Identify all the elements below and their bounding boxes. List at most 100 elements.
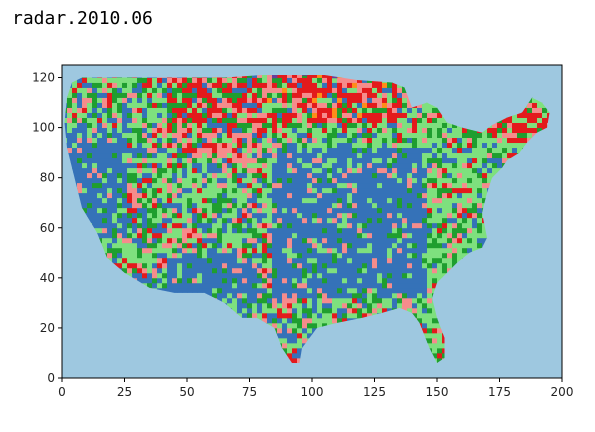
heatmap-cell (422, 257, 428, 264)
heatmap-cell (272, 282, 278, 289)
heatmap-cell (137, 272, 143, 279)
heatmap-cell (137, 102, 143, 108)
heatmap-cell (127, 207, 133, 214)
heatmap-cell (287, 282, 293, 289)
heatmap-cell (312, 292, 318, 299)
heatmap-cell (357, 302, 363, 309)
heatmap-cell (202, 137, 208, 144)
heatmap-cell (117, 137, 123, 144)
heatmap-cell (142, 207, 148, 214)
heatmap-cell (302, 297, 308, 304)
heatmap-cell (162, 282, 168, 289)
heatmap-cell (342, 242, 348, 249)
heatmap-cell (177, 122, 183, 128)
heatmap-cell (102, 237, 108, 244)
heatmap-cell (87, 82, 93, 88)
heatmap-cell (387, 307, 393, 314)
heatmap-cell (247, 107, 253, 113)
heatmap-cell (352, 232, 358, 239)
heatmap-cell (422, 227, 428, 234)
heatmap-cell (112, 247, 118, 254)
heatmap-cell (152, 187, 158, 194)
heatmap-cell (177, 237, 183, 244)
heatmap-cell (127, 102, 133, 108)
heatmap-cell (297, 317, 303, 324)
heatmap-cell (257, 112, 263, 118)
heatmap-cell (312, 282, 318, 289)
heatmap-cell (417, 272, 423, 279)
heatmap-cell (302, 177, 308, 184)
heatmap-cell (257, 227, 263, 234)
heatmap-cell (157, 137, 163, 144)
heatmap-cell (177, 257, 183, 264)
heatmap-cell (392, 132, 398, 139)
heatmap-cell (147, 167, 153, 174)
heatmap-cell (397, 217, 403, 224)
heatmap-cell (417, 212, 423, 219)
heatmap-cell (292, 262, 298, 269)
heatmap-cell (367, 227, 373, 234)
heatmap-cell (217, 212, 223, 219)
heatmap-cell (312, 172, 318, 179)
heatmap-cell (332, 142, 338, 149)
heatmap-cell (312, 152, 318, 159)
heatmap-cell (197, 147, 203, 154)
heatmap-cell (247, 172, 253, 179)
heatmap-cell (322, 312, 328, 319)
heatmap-cell (217, 247, 223, 254)
heatmap-cell (87, 122, 93, 128)
heatmap-cell (152, 247, 158, 254)
heatmap-cell (417, 127, 423, 134)
heatmap-cell (412, 297, 418, 304)
heatmap-cell (152, 147, 158, 154)
heatmap-cell (167, 177, 173, 184)
heatmap-cell (197, 247, 203, 254)
heatmap-cell (112, 182, 118, 189)
heatmap-cell (272, 132, 278, 139)
heatmap-cell (112, 127, 118, 134)
heatmap-cell (447, 142, 453, 149)
heatmap-cell (472, 192, 478, 199)
heatmap-cell (192, 202, 198, 209)
heatmap-cell (292, 197, 298, 204)
heatmap-cell (202, 237, 208, 244)
heatmap-cell (232, 277, 238, 284)
heatmap-cell (322, 107, 328, 113)
heatmap-cell (117, 187, 123, 194)
heatmap-cell (257, 87, 263, 93)
heatmap-cell (222, 132, 228, 139)
heatmap-cell (367, 217, 373, 224)
heatmap-cell (417, 172, 423, 179)
heatmap-cell (312, 167, 318, 174)
heatmap-cell (102, 172, 108, 179)
heatmap-cell (122, 97, 128, 103)
heatmap-cell (442, 247, 448, 254)
heatmap-cell (462, 207, 468, 214)
heatmap-cell (282, 307, 288, 314)
heatmap-cell (67, 127, 73, 134)
heatmap-cell (182, 107, 188, 113)
heatmap-cell (297, 112, 303, 118)
heatmap-cell (232, 232, 238, 239)
heatmap-cell (307, 207, 313, 214)
heatmap-cell (357, 87, 363, 93)
heatmap-cell (157, 77, 163, 83)
heatmap-cell (322, 317, 328, 324)
heatmap-cell (427, 317, 433, 324)
heatmap-cell (182, 227, 188, 234)
heatmap-cell (297, 242, 303, 249)
heatmap-cell (362, 247, 368, 254)
heatmap-cell (292, 187, 298, 194)
heatmap-cell (357, 312, 363, 319)
heatmap-cell (442, 127, 448, 134)
heatmap-cell (397, 137, 403, 144)
heatmap-cell (407, 157, 413, 164)
heatmap-cell (232, 82, 238, 88)
heatmap-cell (422, 297, 428, 304)
heatmap-cell (287, 152, 293, 159)
heatmap-cell (127, 192, 133, 199)
heatmap-cell (377, 217, 383, 224)
heatmap-cell (82, 92, 88, 98)
heatmap-cell (187, 152, 193, 159)
heatmap-cell (442, 237, 448, 244)
